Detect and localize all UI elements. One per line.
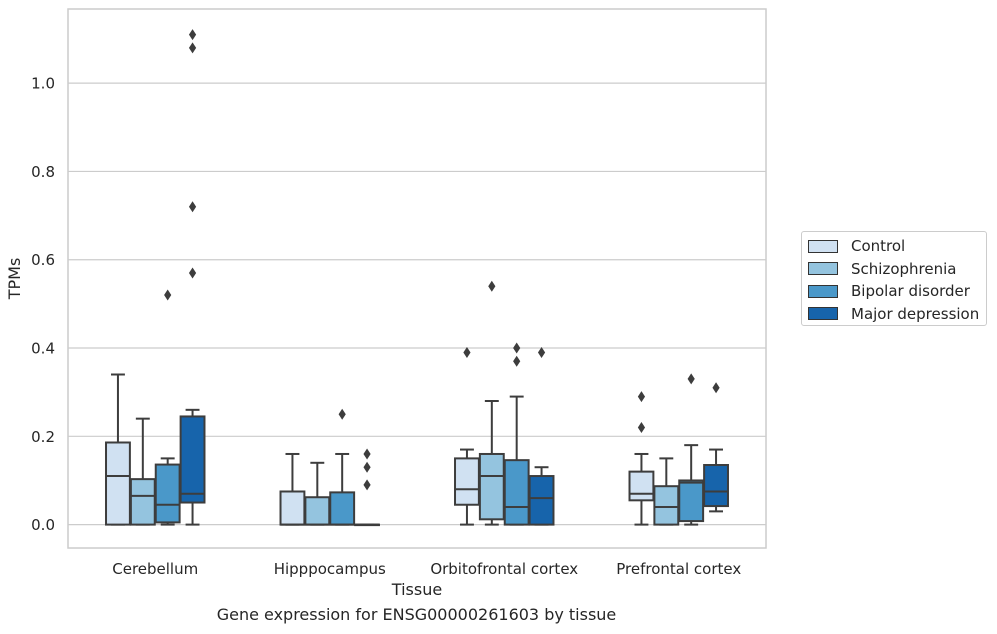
outlier-point <box>188 42 197 54</box>
x-tick-label: Hipppocampus <box>274 560 386 578</box>
outlier-point <box>363 461 371 473</box>
box-iqr <box>179 415 206 504</box>
box-iqr <box>503 459 530 526</box>
legend-label-major-depression: Major depression <box>851 304 980 323</box>
outlier-point <box>338 408 346 420</box>
box-hipppocampus-control <box>279 452 306 526</box>
box-iqr <box>154 463 181 524</box>
outlier-point <box>537 346 546 358</box>
legend-item-schizophrenia: Schizophrenia <box>808 258 986 281</box>
box-cerebellum-major-depression <box>179 29 206 526</box>
figure-caption: Gene expression for ENSG00000261603 by t… <box>216 605 617 624</box>
box-orbitofrontal-cortex-schizophrenia <box>478 280 505 526</box>
box-orbitofrontal-cortex-major-depression <box>528 346 555 526</box>
outlier-point <box>463 346 471 358</box>
outlier-point <box>687 373 695 385</box>
legend-item-major-depression: Major depression <box>808 303 986 326</box>
box-prefrontal-cortex-bipolar-disorder <box>678 373 705 526</box>
outlier-point <box>164 289 172 301</box>
box-hipppocampus-bipolar-disorder <box>329 408 356 526</box>
outlier-point <box>488 280 496 292</box>
x-axis-ticks: Cerebellum Hipppocampus Orbitofrontal cort… <box>112 560 741 578</box>
y-axis-label: TPMs <box>5 258 24 301</box>
box-cerebellum-schizophrenia <box>129 417 156 526</box>
box-orbitofrontal-cortex-control <box>454 346 480 526</box>
box-iqr <box>478 452 505 521</box>
x-tick-label: Cerebellum <box>112 560 198 578</box>
box-iqr <box>628 470 655 502</box>
outlier-point <box>363 479 371 491</box>
y-axis-ticks: 0.0 0.2 0.4 0.6 0.8 1.0 <box>31 75 55 534</box>
y-tick-label: 0.6 <box>31 251 55 269</box>
legend-swatch-schizophrenia <box>808 262 838 276</box>
box-iqr <box>703 464 729 508</box>
box-iqr <box>528 475 555 526</box>
box-iqr <box>454 457 480 506</box>
legend-swatch-major-depression <box>808 307 838 321</box>
outlier-point <box>188 29 197 41</box>
plot-frame <box>67 8 767 549</box>
box-orbitofrontal-cortex-bipolar-disorder <box>503 342 530 526</box>
legend-label-schizophrenia: Schizophrenia <box>851 259 957 278</box>
outlier-point <box>712 382 720 394</box>
box-hipppocampus-major-depression <box>354 448 380 527</box>
box-prefrontal-cortex-control <box>628 391 655 526</box>
legend-item-control: Control <box>808 235 986 258</box>
y-tick-label: 0.2 <box>31 428 55 446</box>
box-prefrontal-cortex-major-depression <box>703 382 729 513</box>
box-iqr <box>329 491 356 526</box>
y-tick-label: 0.8 <box>31 163 55 181</box>
box-cerebellum-bipolar-disorder <box>154 289 181 526</box>
outlier-point <box>513 342 521 354</box>
outlier-point <box>188 201 197 213</box>
y-tick-label: 0.0 <box>31 516 55 534</box>
box-iqr <box>304 496 331 526</box>
box-iqr <box>279 490 306 526</box>
legend-swatch-control <box>808 239 838 253</box>
box-prefrontal-cortex-schizophrenia <box>653 457 680 526</box>
box-cerebellum-control <box>105 373 131 526</box>
legend-label-control: Control <box>851 237 906 256</box>
x-tick-label: Orbitofrontal cortex <box>430 560 578 578</box>
box-iqr <box>678 479 705 523</box>
legend-swatch-bipolar-disorder <box>808 284 838 298</box>
box-series <box>105 29 729 527</box>
y-tick-label: 1.0 <box>31 75 55 93</box>
outlier-point <box>188 267 197 279</box>
box-iqr <box>653 485 680 526</box>
outlier-point <box>637 391 646 403</box>
box-hipppocampus-schizophrenia <box>304 461 331 526</box>
box-iqr <box>105 441 131 526</box>
box-iqr <box>129 478 156 526</box>
y-tick-label: 0.4 <box>31 340 55 358</box>
x-axis-label: Tissue <box>391 580 442 599</box>
outlier-point <box>363 448 371 460</box>
legend: Control Schizophrenia Bipolar disorder M… <box>801 231 987 326</box>
legend-item-bipolar-disorder: Bipolar disorder <box>808 280 986 303</box>
x-tick-label: Prefrontal cortex <box>616 560 741 578</box>
outlier-point <box>513 355 521 367</box>
outlier-point <box>637 421 646 433</box>
legend-label-bipolar-disorder: Bipolar disorder <box>851 282 970 301</box>
